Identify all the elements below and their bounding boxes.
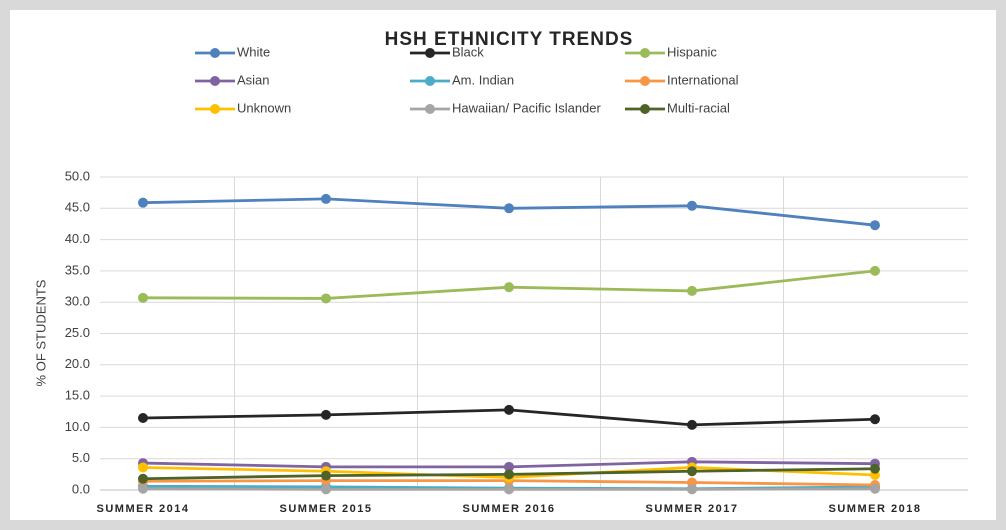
data-point: [321, 293, 331, 304]
y-tick-label: 30.0: [65, 294, 90, 309]
data-point: [504, 404, 514, 415]
legend-label: Hawaiian/ Pacific Islander: [452, 100, 602, 115]
x-tick-label: SUMMER 2015: [280, 503, 373, 515]
y-tick-label: 10.0: [65, 419, 90, 434]
data-point: [504, 282, 514, 293]
data-point: [138, 483, 148, 494]
x-tick-label: SUMMER 2017: [646, 503, 739, 515]
legend-marker: [210, 48, 220, 58]
y-tick-label: 5.0: [72, 450, 90, 465]
data-point: [870, 414, 880, 425]
legend-marker: [210, 104, 220, 114]
data-point: [687, 484, 697, 495]
legend-label: Unknown: [237, 100, 291, 115]
data-point: [138, 197, 148, 208]
legend-label: Black: [452, 44, 484, 59]
data-point: [687, 466, 697, 477]
y-tick-label: 35.0: [65, 262, 90, 277]
data-point: [504, 469, 514, 480]
legend-marker: [425, 48, 435, 58]
legend-marker: [640, 76, 650, 86]
data-point: [687, 285, 697, 296]
data-point: [687, 477, 697, 488]
y-tick-label: 25.0: [65, 325, 90, 340]
legend-marker: [425, 76, 435, 86]
legend-marker: [210, 76, 220, 86]
legend-marker: [640, 48, 650, 58]
data-point: [504, 203, 514, 214]
data-point: [687, 419, 697, 430]
x-tick-label: SUMMER 2014: [97, 503, 190, 515]
data-point: [138, 473, 148, 484]
data-point: [138, 292, 148, 303]
chart-title: HSH ETHNICITY TRENDS: [385, 29, 634, 50]
data-point: [321, 409, 331, 420]
data-point: [870, 220, 880, 231]
legend-label: Hispanic: [667, 44, 717, 59]
legend-marker: [425, 104, 435, 114]
legend-label: Multi-racial: [667, 100, 730, 115]
legend-label: Am. Indian: [452, 72, 514, 87]
data-point: [321, 470, 331, 481]
y-tick-label: 0.0: [72, 481, 90, 496]
data-point: [321, 193, 331, 204]
legend-marker: [640, 104, 650, 114]
y-tick-label: 50.0: [65, 168, 90, 183]
data-point: [870, 463, 880, 474]
data-point: [138, 413, 148, 424]
data-point: [870, 265, 880, 276]
y-tick-label: 45.0: [65, 200, 90, 215]
data-point: [687, 200, 697, 211]
x-tick-label: SUMMER 2016: [463, 503, 556, 515]
legend-label: International: [667, 72, 739, 87]
y-axis-label: % OF STUDENTS: [33, 279, 48, 386]
data-point: [504, 484, 514, 495]
y-tick-label: 20.0: [65, 356, 90, 371]
data-point: [504, 461, 514, 472]
x-tick-label: SUMMER 2018: [829, 503, 922, 515]
data-point: [870, 483, 880, 494]
data-point: [321, 484, 331, 495]
legend-label: Asian: [237, 72, 270, 87]
data-point: [138, 462, 148, 473]
legend-label: White: [237, 44, 270, 59]
y-tick-label: 15.0: [65, 388, 90, 403]
y-tick-label: 40.0: [65, 231, 90, 246]
chart-background: [10, 10, 996, 520]
